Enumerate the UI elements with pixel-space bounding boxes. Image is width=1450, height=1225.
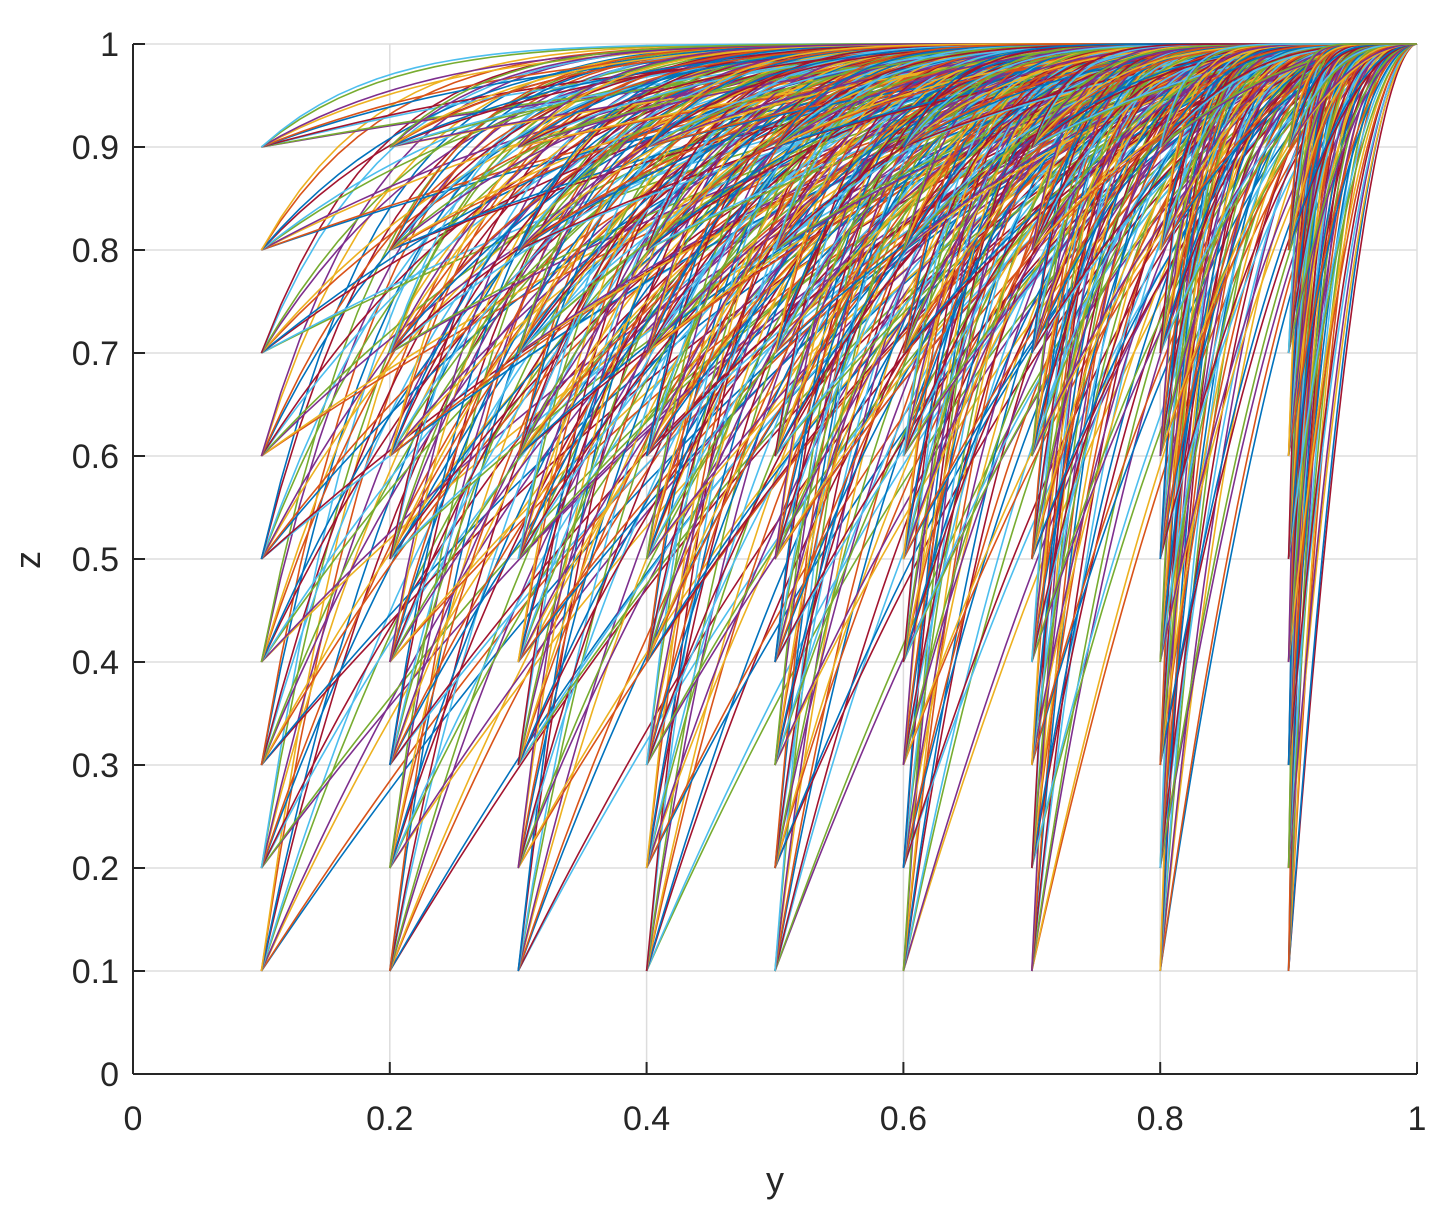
trajectory-line	[1287, 43, 1418, 663]
trajectory-line	[1287, 43, 1418, 560]
x-tick-label: 0.4	[623, 1100, 670, 1138]
y-tick-label: 0.4	[72, 644, 119, 682]
y-axis-label: z	[7, 551, 48, 569]
trajectory-line	[1287, 43, 1418, 869]
x-tick-label: 0.8	[1137, 1100, 1184, 1138]
trajectory-line	[1287, 43, 1418, 354]
y-tick-label: 1	[100, 26, 119, 64]
trajectory-line	[1287, 43, 1418, 251]
x-tick-label: 0.6	[880, 1100, 927, 1138]
trajectory-line	[1287, 43, 1418, 972]
trajectory-line	[1287, 43, 1418, 766]
y-tick-labels: 0 0.1 0.2 0.3 0.4 0.5 0.6 0.7 0.8 0.9 1	[72, 26, 119, 1094]
trajectory-line	[1159, 43, 1418, 560]
trajectory-line	[1287, 43, 1418, 457]
y-tick-label: 0.8	[72, 232, 119, 270]
x-tick-label: 1	[1408, 1100, 1427, 1138]
y-tick-label: 0.7	[72, 335, 119, 373]
y-tick-label: 0	[100, 1056, 119, 1094]
y-tick-label: 0.2	[72, 850, 119, 888]
trajectory-lines	[260, 43, 1418, 972]
trajectory-line	[1287, 43, 1417, 251]
axes	[132, 43, 1418, 1075]
trajectory-line	[1287, 43, 1418, 354]
x-axis-label: y	[766, 1159, 784, 1200]
x-tick-labels: 0 0.2 0.4 0.6 0.8 1	[124, 1100, 1427, 1138]
trajectory-line	[1287, 43, 1417, 148]
y-tick-label: 0.3	[72, 747, 119, 785]
trajectory-line	[1287, 43, 1417, 148]
x-tick-label: 0	[124, 1100, 143, 1138]
trajectory-line	[1287, 43, 1418, 457]
y-tick-label: 0.1	[72, 953, 119, 991]
y-tick-label: 0.9	[72, 129, 119, 167]
y-tick-label: 0.6	[72, 438, 119, 476]
x-tick-label: 0.2	[366, 1100, 413, 1138]
y-tick-label: 0.5	[72, 541, 119, 579]
